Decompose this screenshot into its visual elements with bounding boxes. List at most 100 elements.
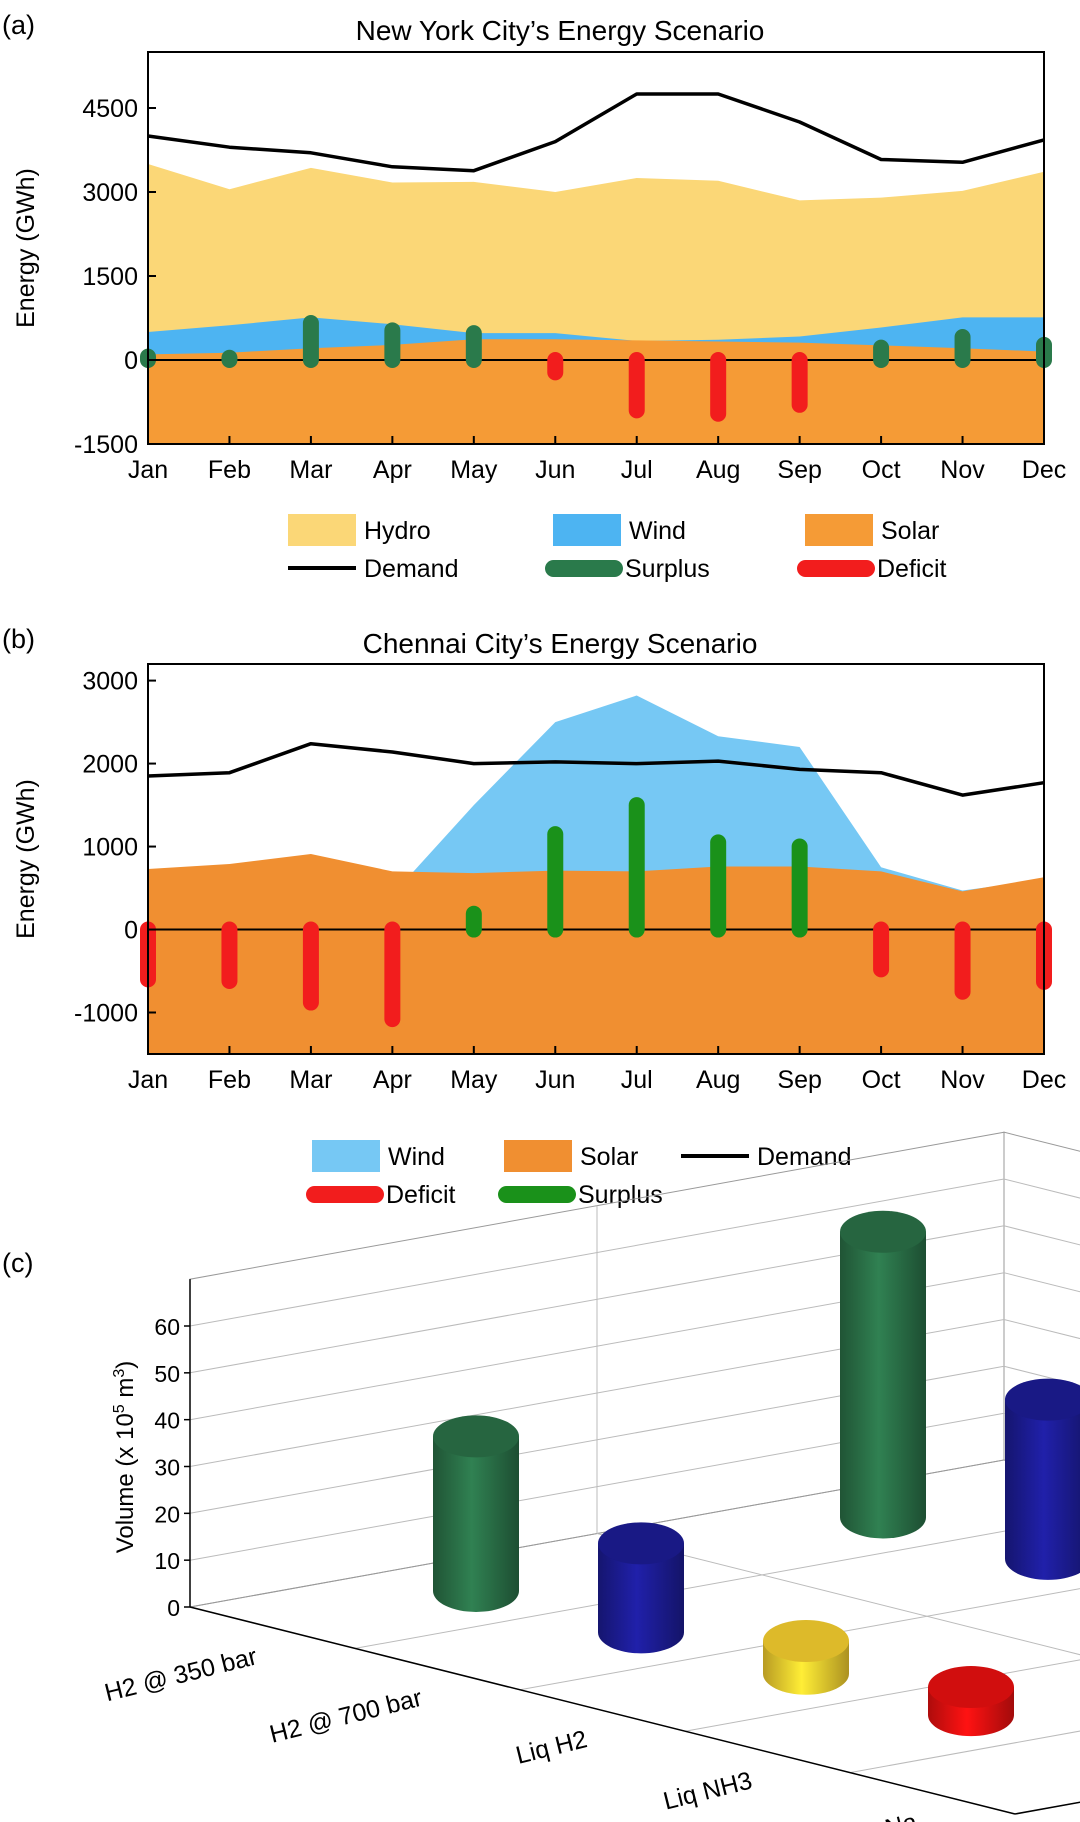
chart-a-xtick-label: Aug [696, 456, 740, 484]
chart-b-legend-label-solar: Solar [580, 1143, 638, 1171]
chart-c-gridline-z [189, 1225, 1080, 1374]
chart-c-cylinder-new-york-liq-nh3 [928, 1666, 1014, 1737]
chart-c-cylinder-new-york-liq-nh3-top [928, 1666, 1014, 1709]
chart-c-ztick-label: 30 [154, 1455, 180, 1481]
chart-a-title: New York City’s Energy Scenario [356, 15, 765, 46]
chart-b-xtick-label: Dec [1022, 1066, 1066, 1094]
chart-b-xtick-label: Nov [940, 1066, 985, 1094]
chart-a-bar-deficit-sep [791, 352, 808, 413]
chart-c-ztick-label: 60 [154, 1314, 180, 1340]
chart-c-gridline-z [189, 1318, 1080, 1467]
chart-b-bar-deficit-nov [954, 921, 971, 1000]
chart-c-category-label-h2-700-bar: H2 @ 700 bar [267, 1684, 425, 1749]
chart-b-xtick-label: Apr [373, 1066, 412, 1094]
chart-a-ytick-label: -1500 [74, 431, 138, 459]
chart-b-legend-label-wind: Wind [388, 1143, 445, 1171]
chart-c-ztick-label: 0 [167, 1595, 180, 1621]
chart-c-zlabel-sup: 3 [111, 1369, 128, 1378]
chart-a-ytick-label: 0 [124, 347, 138, 375]
chart-b-ylabel: Energy (GWh) [12, 779, 40, 939]
chart-a-ytick-label: 1500 [82, 263, 138, 291]
chart-a-legend-label-demand: Demand [364, 555, 459, 583]
panel-label-a: (a) [2, 10, 35, 40]
chart-b-xtick-label: Oct [862, 1066, 901, 1094]
chart-b-legend-swatch-solar [504, 1140, 572, 1172]
chart-b-bar-deficit-oct [873, 921, 890, 978]
chart-c-cylinder-new-york-liq-h2-top [763, 1619, 849, 1662]
panel-label-b: (b) [2, 624, 35, 654]
chart-c: 0 10 20 30 40 50 60 Volume (x 105 m3) H2 @ 350 b… [102, 1131, 1080, 1822]
chart-c-zlabel-part: ) [112, 1361, 139, 1369]
chart-b-bar-deficit-apr [384, 921, 401, 1028]
chart-a-ylabel: Energy (GWh) [12, 168, 40, 328]
chart-b-legend-label-demand: Demand [757, 1143, 852, 1171]
chart-b-legend-label-surplus: Surplus [578, 1181, 663, 1209]
chart-c-ztick-label: 50 [154, 1361, 180, 1387]
chart-b-line-demand [147, 741, 1045, 797]
chart-b-ytick-label: 0 [124, 917, 138, 945]
chart-a-xtick-label: Jan [128, 456, 168, 484]
chart-c-gridline-z [189, 1178, 1080, 1327]
chart-a-xtick-label: Feb [208, 456, 251, 484]
chart-b-legend-swatch-wind [312, 1140, 380, 1172]
chart-b-bar-surplus-sep [791, 838, 808, 938]
chart-a-ytick-label: 4500 [82, 95, 138, 123]
chart-c-ztick-label: 10 [154, 1548, 180, 1574]
chart-a-xtick-label: Dec [1022, 456, 1066, 484]
chart-c-cylinder-new-york-h2-700-bar [598, 1522, 684, 1654]
chart-b-plot-frame [147, 663, 1045, 1055]
chart-b-ytick-label: 3000 [82, 668, 138, 696]
chart-b-xtick-label: May [450, 1066, 498, 1094]
chart-c-cylinder-new-york-h2-700-bar-top [598, 1522, 684, 1565]
chart-a-bar-surplus-apr [384, 322, 401, 368]
chart-a-legend-swatch-solar [805, 514, 873, 546]
chart-a-xtick-label: Sep [777, 456, 821, 484]
chart-b-xtick-label: Jul [621, 1066, 653, 1094]
chart-c-ztick-label: 40 [154, 1408, 180, 1434]
chart-b-title: Chennai City’s Energy Scenario [363, 628, 758, 659]
chart-c-cylinder-new-york-h2-350-bar [433, 1415, 519, 1612]
chart-c-category-label-liq-nh3: Liq NH3 [661, 1767, 755, 1816]
chart-a-bar-deficit-aug [710, 352, 727, 422]
chart-c-cylinder-chennai-h2-350-bar [840, 1210, 926, 1539]
chart-b-legend-label-deficit: Deficit [386, 1181, 456, 1209]
chart-a-xtick-label: Oct [862, 456, 901, 484]
chart-a-line-demand [147, 92, 1045, 173]
chart-c-category-label-metallic-na: Metallic Na [793, 1808, 920, 1822]
chart-b-ytick-label: 2000 [82, 751, 138, 779]
chart-a-legend-swatch-surplus [545, 560, 623, 577]
chart-a-bar-deficit-jun [547, 352, 564, 381]
chart-b-xtick-label: Sep [777, 1066, 821, 1094]
chart-c-category-label-h2-350-bar: H2 @ 350 bar [102, 1642, 260, 1707]
chart-a-plot-frame [147, 51, 1045, 445]
chart-a-area-solar [148, 339, 1044, 444]
chart-c-zlabel-sup: 5 [111, 1404, 128, 1413]
chart-c-cylinder-new-york-liq-h2 [763, 1619, 849, 1695]
chart-a-legend-label-deficit: Deficit [877, 555, 947, 583]
chart-b-bar-surplus-jul [628, 797, 645, 938]
chart-c-gridline-group [596, 1533, 1080, 1656]
chart-a-legend-label-wind: Wind [629, 517, 686, 545]
chart-a-bar-surplus-nov [954, 329, 971, 368]
chart-b-xtick-label: Mar [289, 1066, 332, 1094]
chart-c-cylinder-new-york-h2-700-bar-body [598, 1543, 684, 1654]
chart-b-ytick-label: -1000 [74, 1000, 138, 1028]
chart-a-bar-deficit-jul [628, 352, 645, 419]
chart-c-gridline-z [189, 1272, 1080, 1421]
chart-c-zlabel-part: m [112, 1378, 139, 1405]
chart-a: -1500 0 1500 3000 4500 Jan Feb Mar Apr May Jun Jul A… [12, 51, 1066, 583]
chart-c-zlabel-part: Volume (x 10 [112, 1413, 139, 1553]
chart-c-zlabel: Volume (x 105 m3) [111, 1361, 139, 1554]
chart-a-legend-swatch-hydro [288, 514, 356, 546]
chart-b-bar-surplus-aug [710, 834, 727, 938]
chart-c-cylinder-chennai-h2-350-bar-body [840, 1231, 926, 1539]
chart-c-category-axis [189, 1606, 1016, 1815]
chart-b-bar-surplus-jun [547, 826, 564, 938]
chart-a-bar-surplus-mar [302, 315, 319, 368]
panel-label-c: (c) [2, 1248, 33, 1278]
chart-b-xtick-label: Jan [128, 1066, 168, 1094]
chart-a-xtick-label: Mar [289, 456, 332, 484]
chart-c-category-label-liq-h2: Liq H2 [513, 1725, 590, 1770]
chart-a-xtick-label: Jul [621, 456, 653, 484]
